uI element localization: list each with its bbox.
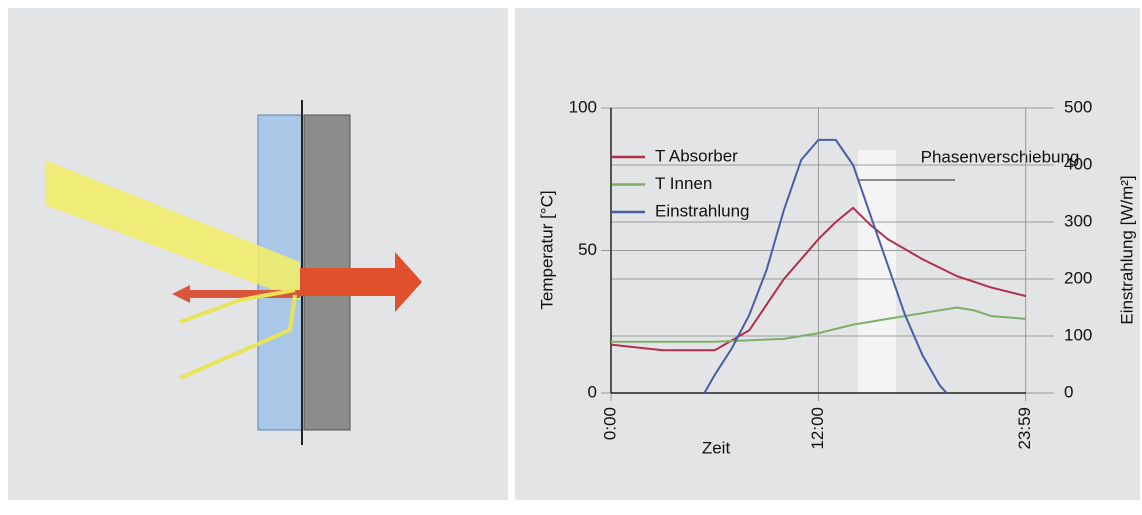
y2-tick-label: 0 — [1064, 382, 1073, 401]
chart-panel — [515, 8, 1140, 500]
y2-tick-label: 200 — [1064, 268, 1092, 287]
y2-tick-label: 400 — [1064, 154, 1092, 173]
x-axis-label: Zeit — [702, 438, 731, 457]
y-tick-label: 100 — [569, 97, 597, 116]
heat-arrow-in — [300, 252, 422, 312]
legend-label: Einstrahlung — [655, 201, 750, 220]
legend-label: T Innen — [655, 174, 712, 193]
annotation: Phasenverschiebung — [921, 147, 1080, 166]
reflection-arrow — [179, 294, 297, 380]
y2-tick-label: 300 — [1064, 211, 1092, 230]
heat-arrow-out — [172, 285, 300, 303]
y-axis-label: Temperatur [°C] — [537, 190, 556, 309]
illustration — [45, 100, 422, 445]
y2-tick-label: 500 — [1064, 97, 1092, 116]
y2-axis-label: Einstrahlung [W/m²] — [1117, 175, 1136, 324]
x-tick-label: 12:00 — [808, 407, 827, 450]
x-tick-label: 0:00 — [600, 407, 619, 440]
x-tick-label: 23:59 — [1015, 407, 1034, 450]
y-tick-label: 0 — [588, 382, 597, 401]
legend-label: T Absorber — [655, 146, 738, 165]
series-line — [703, 138, 948, 394]
y-tick-label: 50 — [578, 240, 597, 259]
sun-beam — [45, 160, 300, 300]
series-line — [611, 306, 1027, 343]
reflection-arrow — [179, 288, 296, 324]
y2-tick-label: 100 — [1064, 325, 1092, 344]
